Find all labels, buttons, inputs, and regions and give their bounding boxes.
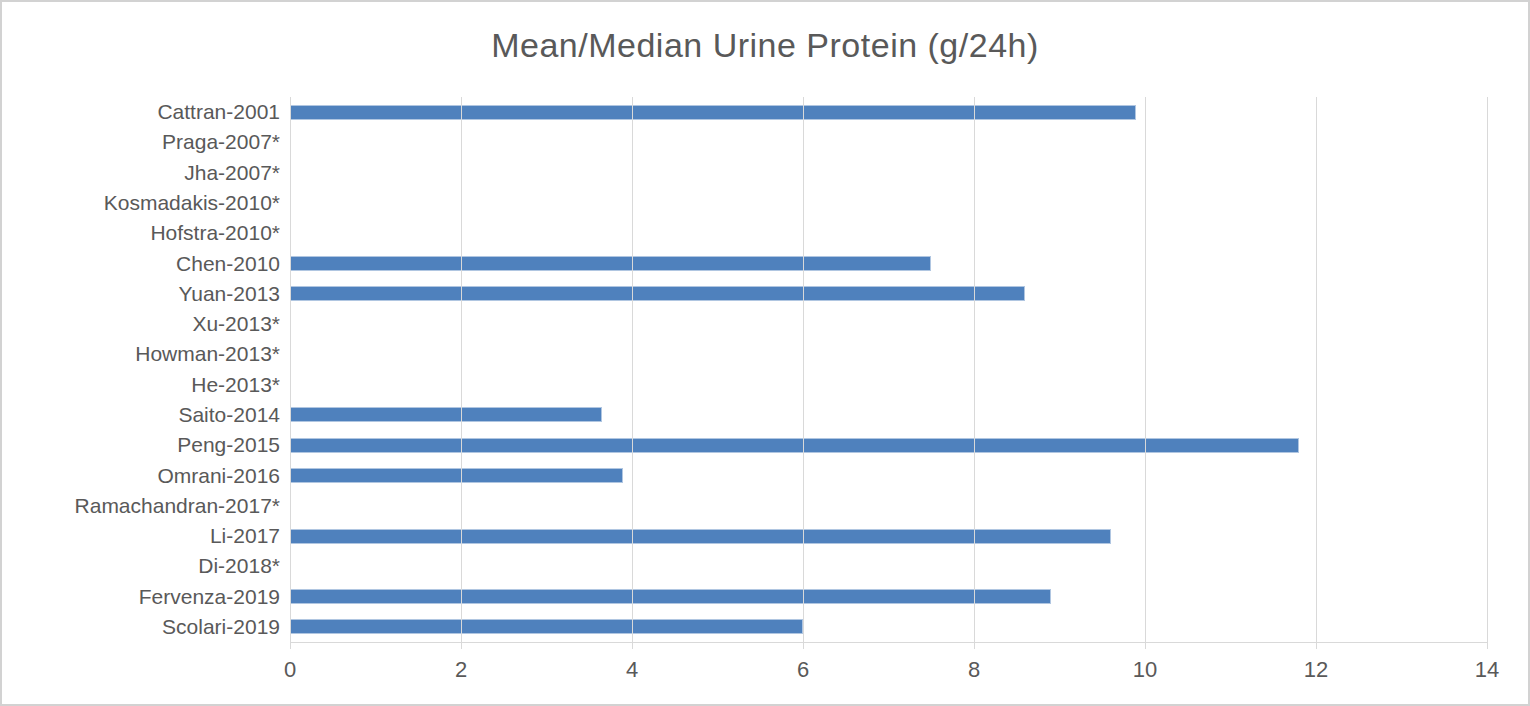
gridline	[290, 97, 291, 642]
category-label: Fervenza-2019	[2, 582, 280, 612]
x-tick-mark	[1316, 642, 1317, 649]
x-tick-label: 14	[1475, 657, 1499, 683]
category-label: He-2013*	[2, 370, 280, 400]
gridline	[461, 97, 462, 642]
category-label: Di-2018*	[2, 551, 280, 581]
x-tick-label: 6	[797, 657, 809, 683]
bar-row	[290, 430, 1487, 460]
bar-row	[290, 309, 1487, 339]
bar-row	[290, 370, 1487, 400]
bar-row	[290, 339, 1487, 369]
category-axis-labels: Cattran-2001Praga-2007*Jha-2007*Kosmadak…	[2, 97, 280, 642]
bar-row	[290, 491, 1487, 521]
category-label: Chen-2010	[2, 248, 280, 278]
bar-rows	[290, 97, 1487, 642]
x-tick-mark	[1487, 642, 1488, 649]
bar	[290, 407, 602, 422]
category-label: Peng-2015	[2, 430, 280, 460]
bar-row	[290, 158, 1487, 188]
x-tick-mark	[461, 642, 462, 649]
gridline	[1145, 97, 1146, 642]
bar	[290, 256, 931, 271]
category-label: Scolari-2019	[2, 612, 280, 642]
category-label: Kosmadakis-2010*	[2, 188, 280, 218]
bar	[290, 529, 1111, 544]
x-tick-label: 10	[1133, 657, 1157, 683]
category-label: Cattran-2001	[2, 97, 280, 127]
category-label: Hofstra-2010*	[2, 218, 280, 248]
bar-row	[290, 188, 1487, 218]
gridline	[632, 97, 633, 642]
bar	[290, 286, 1025, 301]
bar-row	[290, 551, 1487, 581]
category-label: Omrani-2016	[2, 460, 280, 490]
x-tick-mark	[1145, 642, 1146, 649]
x-tick-mark	[803, 642, 804, 649]
x-tick-mark	[632, 642, 633, 649]
x-tick-label: 2	[455, 657, 467, 683]
category-label: Li-2017	[2, 521, 280, 551]
bar-row	[290, 582, 1487, 612]
category-label: Jha-2007*	[2, 158, 280, 188]
bar-row	[290, 400, 1487, 430]
category-label: Xu-2013*	[2, 309, 280, 339]
x-tick-mark	[290, 642, 291, 649]
x-tick-label: 12	[1304, 657, 1328, 683]
category-label: Saito-2014	[2, 400, 280, 430]
bar-row	[290, 127, 1487, 157]
chart-frame: Mean/Median Urine Protein (g/24h) Cattra…	[0, 0, 1530, 706]
bar	[290, 438, 1299, 453]
x-tick-mark	[974, 642, 975, 649]
value-axis-labels: 02468101214	[290, 657, 1487, 687]
category-label: Yuan-2013	[2, 279, 280, 309]
bar-row	[290, 97, 1487, 127]
x-tick-label: 4	[626, 657, 638, 683]
gridline	[803, 97, 804, 642]
bar-row	[290, 218, 1487, 248]
category-label: Praga-2007*	[2, 127, 280, 157]
category-label: Howman-2013*	[2, 339, 280, 369]
bar-row	[290, 521, 1487, 551]
bar-row	[290, 612, 1487, 642]
bar	[290, 468, 623, 483]
gridline	[1316, 97, 1317, 642]
chart-title: Mean/Median Urine Protein (g/24h)	[2, 26, 1528, 65]
bar	[290, 619, 803, 634]
x-tick-label: 8	[968, 657, 980, 683]
x-tick-label: 0	[284, 657, 296, 683]
bar-row	[290, 248, 1487, 278]
category-label: Ramachandran-2017*	[2, 491, 280, 521]
plot-area	[290, 97, 1487, 643]
gridline	[1487, 97, 1488, 642]
bar	[290, 589, 1051, 604]
bar-row	[290, 460, 1487, 490]
bar-row	[290, 279, 1487, 309]
bar	[290, 105, 1136, 120]
gridline	[974, 97, 975, 642]
